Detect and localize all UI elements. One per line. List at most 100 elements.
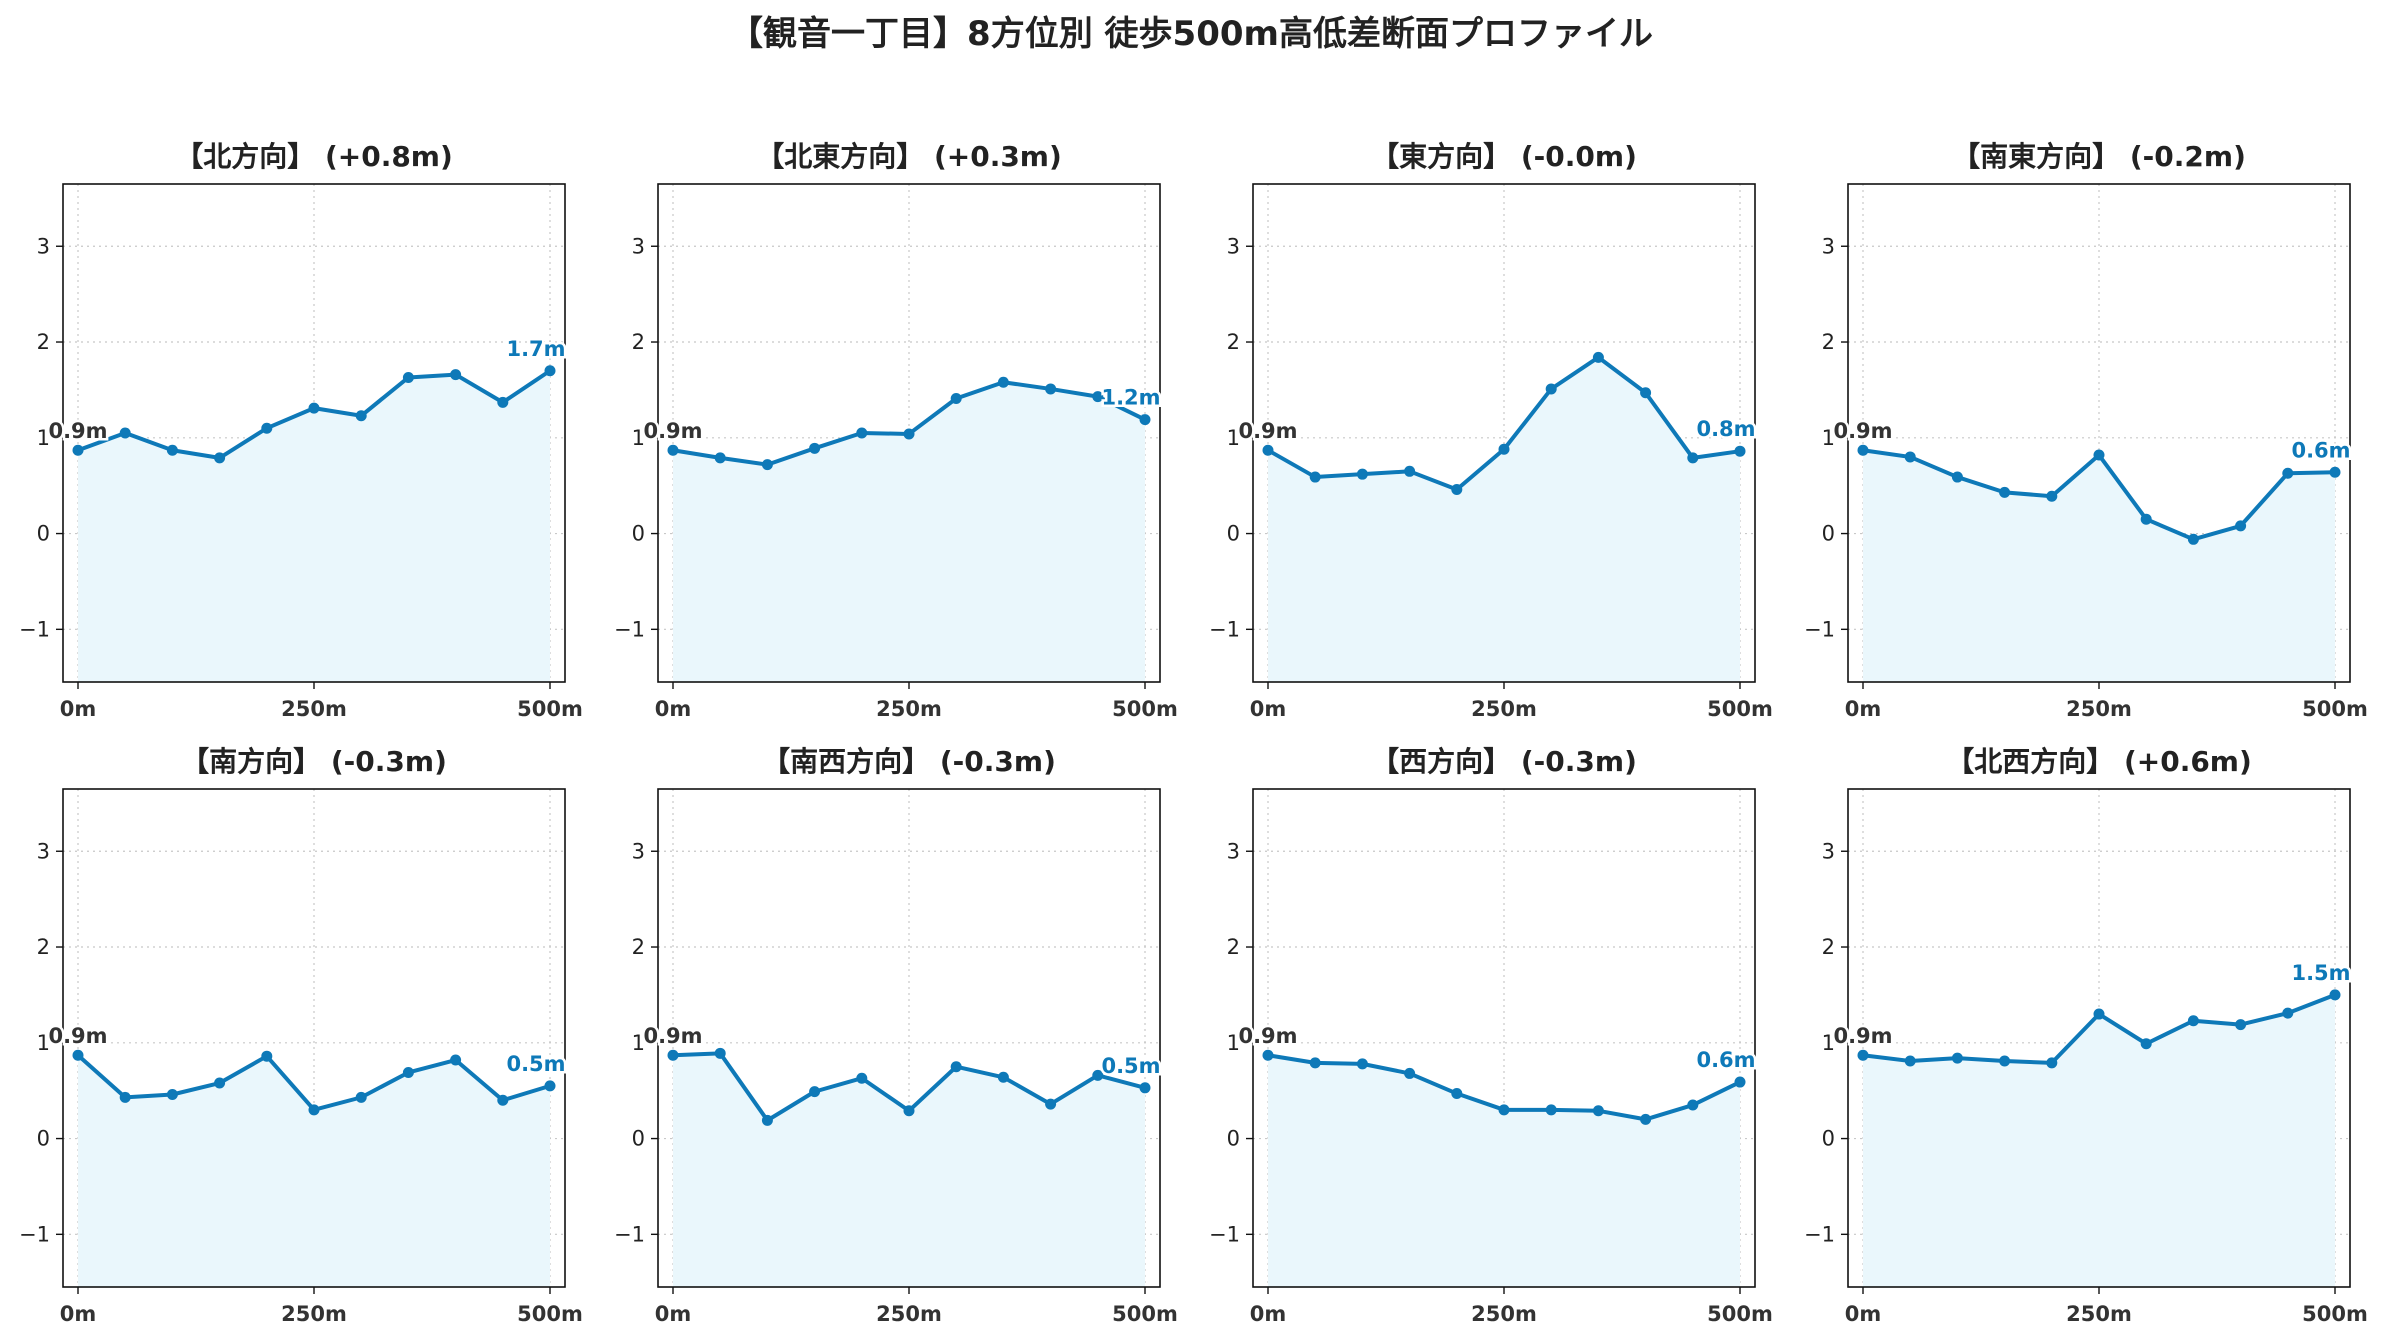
data-point [1592, 1105, 1604, 1117]
data-point [2046, 490, 2058, 502]
data-point [1734, 445, 1746, 457]
y-tick-label: −1 [614, 617, 645, 641]
y-tick-label: 2 [37, 330, 50, 354]
subplot-5: −1 0 1 2 3 0m 250m 500m 【南方向】 (-0.3m) 0.9m 0.5m [19, 745, 583, 1326]
data-point [497, 1094, 509, 1106]
y-tick-label: 1 [632, 426, 645, 450]
subplot-2: −1 0 1 2 3 0m 250m 500m 【北東方向】 (+0.3m) 0.9m 1.2m [614, 140, 1178, 721]
end-value-label: 0.6m [2291, 438, 2350, 462]
x-tick-label: 500m [2302, 1302, 2368, 1326]
start-value-label: 0.9m [48, 1024, 107, 1048]
y-tick-label: −1 [1209, 1222, 1240, 1246]
data-point [355, 1091, 367, 1103]
subplot-title: 【西方向】 (-0.3m) [1371, 745, 1637, 778]
x-tick-label: 0m [60, 697, 97, 721]
start-value-label: 0.9m [643, 1024, 702, 1048]
x-tick-label: 0m [655, 1302, 692, 1326]
y-tick-label: 1 [1822, 1031, 1835, 1055]
y-tick-label: 1 [1227, 1031, 1240, 1055]
data-point [1309, 1057, 1321, 1069]
y-tick-label: 3 [37, 234, 50, 258]
start-value-label: 0.9m [1238, 1024, 1297, 1048]
data-point [809, 1086, 821, 1098]
y-tick-label: 0 [1822, 1127, 1835, 1151]
y-tick-label: 2 [1822, 935, 1835, 959]
end-value-label: 0.6m [1696, 1048, 1755, 1072]
y-tick-label: 0 [632, 522, 645, 546]
data-point [1262, 1049, 1274, 1061]
data-point [761, 1114, 773, 1126]
y-tick-label: 0 [632, 1127, 645, 1151]
data-point [667, 1049, 679, 1061]
data-point [1092, 1069, 1104, 1081]
data-point [1592, 351, 1604, 363]
y-tick-label: 1 [1822, 426, 1835, 450]
data-point [1404, 465, 1416, 477]
data-point [1857, 444, 1869, 456]
data-point [261, 422, 273, 434]
subplot-8: −1 0 1 2 3 0m 250m 500m 【北西方向】 (+0.6m) 0.9m 1.5m [1804, 745, 2368, 1326]
data-point [1999, 1055, 2011, 1067]
start-value-label: 0.9m [1833, 419, 1892, 443]
data-point [355, 410, 367, 422]
data-point [950, 1061, 962, 1073]
data-point [1904, 451, 1916, 463]
data-point [2235, 1019, 2247, 1031]
data-point [1640, 387, 1652, 399]
data-point [2282, 467, 2294, 479]
area-fill [673, 382, 1145, 682]
data-point [450, 1054, 462, 1066]
data-point [1451, 1088, 1463, 1100]
data-point [2235, 520, 2247, 532]
data-point [809, 442, 821, 454]
start-value-label: 0.9m [643, 419, 702, 443]
y-tick-label: 3 [1822, 839, 1835, 863]
data-point [166, 1089, 178, 1101]
data-point [450, 369, 462, 381]
data-point [72, 444, 84, 456]
start-value-label: 0.9m [1833, 1024, 1892, 1048]
x-tick-label: 0m [1845, 1302, 1882, 1326]
data-point [1545, 383, 1557, 395]
subplot-title: 【北方向】 (+0.8m) [175, 140, 453, 173]
y-tick-label: 2 [632, 935, 645, 959]
data-point [714, 1047, 726, 1059]
subplot-3: −1 0 1 2 3 0m 250m 500m 【東方向】 (-0.0m) 0.9m 0.8m [1209, 140, 1773, 721]
x-tick-label: 0m [655, 697, 692, 721]
x-tick-label: 250m [876, 697, 942, 721]
x-tick-label: 250m [1471, 697, 1537, 721]
x-tick-label: 250m [2066, 1302, 2132, 1326]
subplot-4: −1 0 1 2 3 0m 250m 500m 【南東方向】 (-0.2m) 0.9m 0.6m [1804, 140, 2368, 721]
data-point [856, 1072, 868, 1084]
y-tick-label: 1 [37, 1031, 50, 1055]
data-point [1951, 471, 1963, 483]
subplot-1: −1 0 1 2 3 0m 250m 500m 【北方向】 (+0.8m) 0.9m 1.7m [19, 140, 583, 721]
y-tick-label: 1 [632, 1031, 645, 1055]
x-tick-label: 250m [876, 1302, 942, 1326]
y-tick-label: 0 [1227, 522, 1240, 546]
data-point [497, 396, 509, 408]
data-point [119, 1091, 131, 1103]
data-point [544, 1080, 556, 1092]
area-fill [1863, 994, 2335, 1287]
data-point [308, 402, 320, 414]
y-tick-label: −1 [1804, 1222, 1835, 1246]
data-point [1309, 471, 1321, 483]
end-value-label: 1.2m [1101, 386, 1160, 410]
data-point [1092, 391, 1104, 403]
subplot-title: 【南方向】 (-0.3m) [181, 745, 447, 778]
x-tick-label: 0m [1250, 1302, 1287, 1326]
data-point [1640, 1113, 1652, 1125]
data-point [261, 1050, 273, 1062]
data-point [1734, 1076, 1746, 1088]
data-point [950, 393, 962, 405]
data-point [1045, 1098, 1057, 1110]
data-point [1498, 1104, 1510, 1116]
y-tick-label: 3 [1227, 234, 1240, 258]
data-point [1451, 484, 1463, 496]
area-fill [78, 1055, 550, 1287]
data-point [1687, 452, 1699, 464]
data-point [997, 376, 1009, 388]
y-tick-label: 0 [37, 522, 50, 546]
